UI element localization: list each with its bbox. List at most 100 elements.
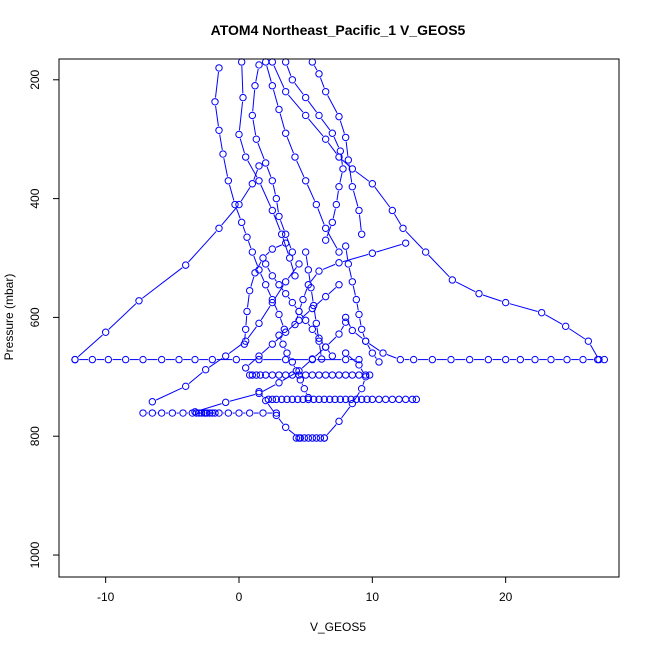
series-segment bbox=[316, 327, 319, 338]
series-segment bbox=[296, 160, 305, 178]
series-segment bbox=[77, 334, 103, 358]
plot-frame bbox=[58, 58, 620, 578]
data-point bbox=[157, 409, 166, 417]
data-point bbox=[315, 70, 323, 78]
data-point bbox=[292, 434, 301, 442]
data-point bbox=[396, 355, 405, 364]
series-segment bbox=[284, 347, 286, 350]
data-point bbox=[239, 93, 247, 102]
series-segment bbox=[208, 357, 223, 368]
data-point bbox=[300, 384, 309, 393]
data-point bbox=[352, 295, 361, 304]
data-point bbox=[121, 355, 130, 364]
data-point bbox=[361, 337, 370, 345]
data-point bbox=[245, 409, 254, 417]
data-point bbox=[421, 248, 430, 256]
data-point bbox=[332, 200, 341, 209]
series-segment bbox=[455, 281, 476, 293]
data-point bbox=[181, 261, 190, 269]
series-segment bbox=[348, 355, 357, 363]
data-point bbox=[139, 355, 147, 364]
data-point bbox=[268, 206, 277, 215]
series-segment bbox=[260, 305, 271, 321]
series-segment bbox=[279, 113, 286, 130]
series-segment bbox=[247, 240, 252, 249]
data-point bbox=[317, 355, 326, 363]
series-segment bbox=[273, 214, 281, 231]
series-segment bbox=[229, 394, 256, 402]
data-point bbox=[361, 373, 370, 381]
series-20 bbox=[291, 239, 410, 329]
data-point bbox=[259, 409, 267, 417]
series-segment bbox=[545, 314, 563, 325]
data-point bbox=[281, 289, 290, 298]
series-segment bbox=[280, 338, 282, 341]
series-segment bbox=[362, 380, 365, 385]
series-segment bbox=[241, 66, 244, 94]
series-segment bbox=[286, 65, 292, 77]
data-point bbox=[547, 355, 555, 364]
series-segment bbox=[288, 429, 297, 436]
data-point bbox=[579, 355, 587, 364]
data-point bbox=[200, 409, 209, 417]
data-point bbox=[296, 376, 305, 384]
data-point bbox=[331, 395, 339, 404]
data-point bbox=[281, 423, 290, 432]
data-point bbox=[348, 399, 357, 408]
data-point bbox=[301, 111, 310, 120]
data-point bbox=[341, 133, 350, 142]
data-point bbox=[448, 276, 457, 284]
data-point bbox=[219, 150, 227, 158]
series-segment bbox=[568, 328, 586, 340]
data-point bbox=[501, 298, 510, 307]
series-segment bbox=[315, 299, 323, 307]
series-segment bbox=[266, 65, 272, 82]
series-segment bbox=[294, 82, 304, 95]
series-26 bbox=[241, 281, 343, 372]
series-segment bbox=[342, 253, 369, 263]
data-point bbox=[335, 153, 343, 161]
data-point bbox=[320, 434, 329, 442]
data-point bbox=[295, 434, 303, 442]
data-point bbox=[304, 266, 313, 274]
data-point bbox=[408, 395, 417, 404]
series-segment bbox=[311, 291, 314, 302]
data-point bbox=[288, 358, 297, 366]
series-segment bbox=[347, 320, 351, 327]
data-point bbox=[321, 87, 330, 96]
series-segment bbox=[242, 226, 247, 234]
series-segment bbox=[482, 294, 502, 302]
series-segment bbox=[327, 142, 337, 154]
data-point bbox=[268, 295, 277, 304]
series-segment bbox=[108, 303, 137, 330]
data-point bbox=[341, 318, 350, 326]
data-point bbox=[277, 230, 286, 238]
data-point bbox=[363, 395, 371, 404]
series-segment bbox=[340, 155, 343, 165]
data-point bbox=[135, 297, 143, 305]
series-segment bbox=[356, 303, 359, 311]
data-point bbox=[195, 409, 203, 417]
series-segment bbox=[332, 208, 336, 219]
series-13 bbox=[211, 64, 289, 333]
data-point bbox=[148, 398, 157, 406]
x-tick-label: 10 bbox=[366, 590, 380, 604]
series-segment bbox=[278, 418, 284, 425]
series-segment bbox=[293, 365, 296, 368]
data-point bbox=[148, 409, 157, 417]
data-point bbox=[295, 260, 303, 268]
series-segment bbox=[305, 256, 309, 266]
data-point bbox=[355, 206, 363, 215]
series-segment bbox=[328, 336, 337, 345]
data-point bbox=[268, 245, 277, 253]
series-segment bbox=[307, 118, 324, 137]
data-point bbox=[291, 320, 299, 329]
data-point bbox=[191, 408, 199, 416]
data-point bbox=[248, 180, 257, 188]
series-segment bbox=[326, 424, 337, 436]
series-segment bbox=[214, 72, 220, 98]
series-segment bbox=[301, 361, 310, 369]
series-3 bbox=[341, 313, 609, 364]
data-point bbox=[255, 162, 263, 170]
